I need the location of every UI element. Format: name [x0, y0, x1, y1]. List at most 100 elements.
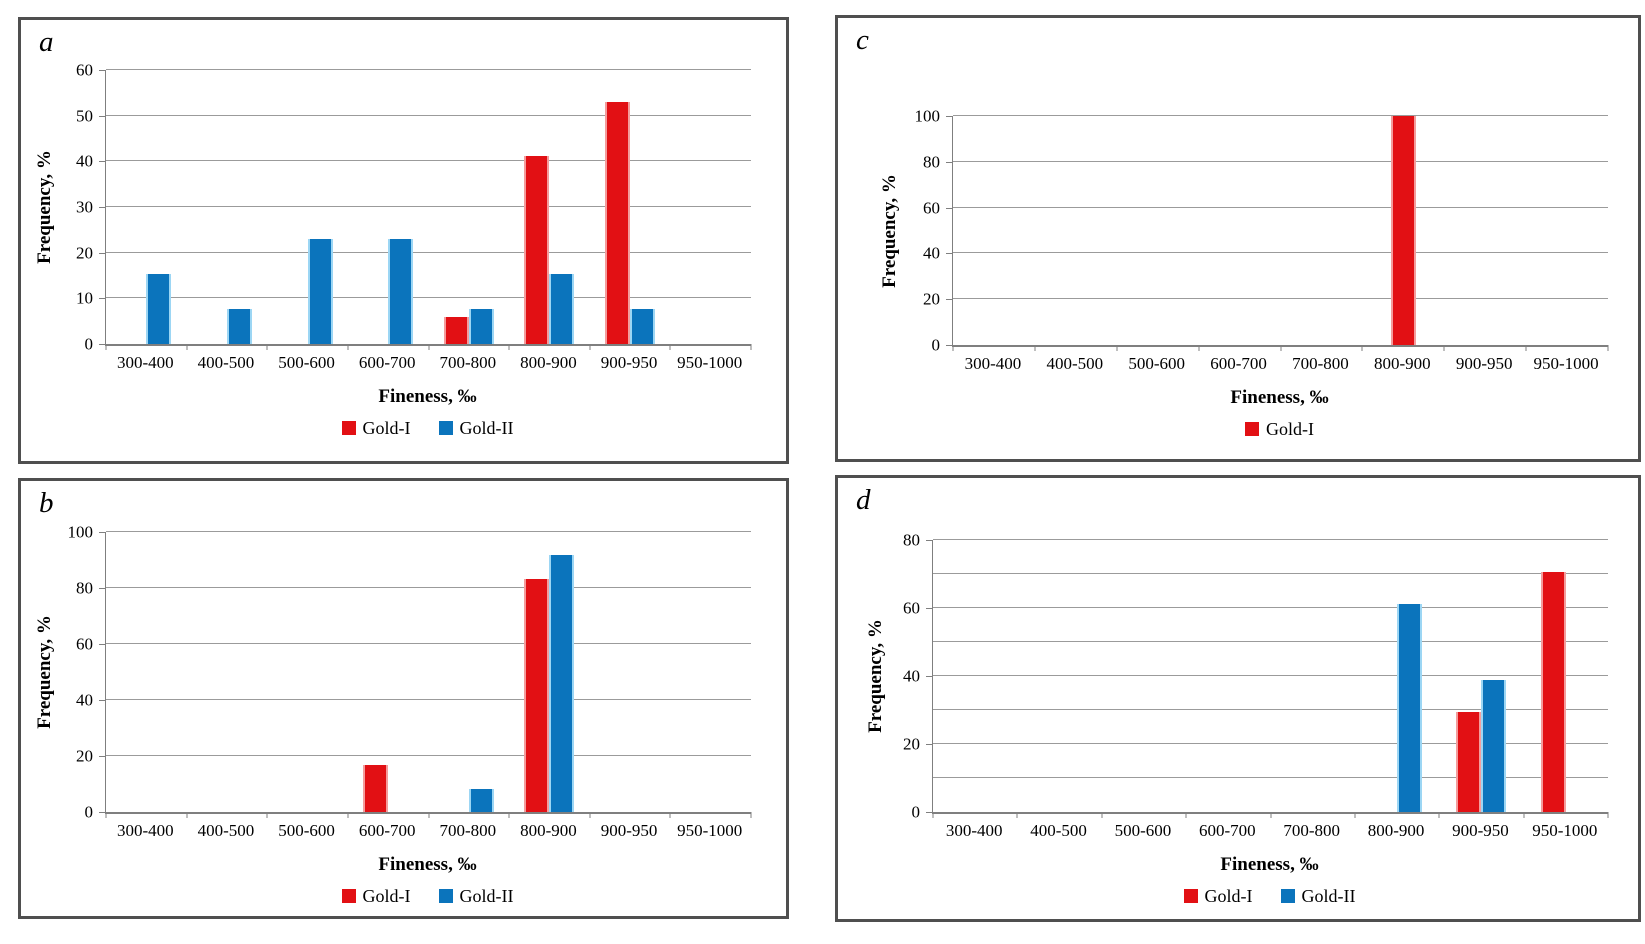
gridline	[106, 531, 751, 532]
x-tick-mark	[932, 812, 934, 818]
x-tick-mark	[428, 344, 429, 350]
gridline	[106, 69, 751, 70]
x-tick-label: 900-950	[600, 353, 658, 372]
category-group	[670, 532, 751, 812]
plot-area	[105, 531, 752, 818]
x-tick-mark	[105, 344, 107, 350]
y-tick-mark	[946, 345, 952, 346]
panel-letter: c	[856, 24, 869, 56]
x-tick-label: 800-900	[1373, 354, 1431, 373]
panel-letter: b	[39, 487, 54, 519]
gridline	[933, 607, 1608, 608]
x-tick-labels: 300-400 400-500 500-600 600-700 700-800 800-9…	[952, 354, 1607, 374]
y-tick-label: 60	[76, 634, 93, 654]
category-group	[670, 70, 751, 344]
panel-c: c Frequency, % 0 20 40 60 80 100 300-400 400-500 5…	[835, 15, 1641, 462]
bar-gold-i-800-900	[1390, 116, 1416, 345]
gridline	[933, 743, 1608, 744]
y-tick-label: 20	[76, 243, 93, 263]
y-tick-mark	[99, 298, 105, 300]
x-tick-mark	[1270, 812, 1271, 818]
x-tick-label: 400-500	[1030, 821, 1087, 840]
gridline	[953, 298, 1608, 300]
legend-swatch-gold-ii	[438, 889, 453, 903]
x-tick-mark	[1525, 345, 1527, 351]
legend-label: Gold-I	[362, 886, 411, 906]
gridline	[106, 206, 751, 207]
gridline	[106, 699, 751, 700]
legend-label: Gold-I	[1266, 419, 1314, 439]
x-tick-label: 950-1000	[1533, 354, 1599, 373]
legend-label: Gold-I	[362, 418, 411, 438]
x-tick-mark	[266, 344, 268, 350]
y-tick-label: 80	[903, 530, 920, 550]
category-group	[1017, 540, 1101, 812]
x-axis-title: Fineness, ‰	[378, 386, 477, 407]
category-group	[590, 532, 671, 812]
gridline	[106, 755, 751, 756]
gridline	[106, 160, 751, 162]
legend-label: Gold-I	[1204, 886, 1253, 906]
y-tick-label: 100	[67, 522, 94, 542]
y-tick-mark	[99, 70, 105, 71]
x-tick-labels: 300-400 400-500 500-600 600-700 700-800 800-9…	[932, 821, 1607, 841]
x-tick-label: 500-600	[278, 353, 335, 372]
y-tick-mark	[926, 608, 932, 609]
x-tick-label: 700-800	[1292, 354, 1349, 373]
gridline	[106, 297, 751, 299]
x-tick-mark	[1198, 345, 1200, 351]
category-group	[187, 70, 268, 344]
x-tick-mark	[428, 812, 429, 818]
y-tick-label: 100	[914, 106, 941, 126]
x-tick-mark	[1016, 812, 1018, 818]
bar-gold-i-800-900	[524, 155, 550, 344]
gridline	[106, 643, 751, 644]
legend-item: Gold-II	[1280, 886, 1355, 906]
gridline	[106, 251, 751, 253]
y-tick-label: 40	[923, 243, 940, 263]
y-tick-mark	[99, 115, 105, 117]
legend-swatch-gold-i	[1245, 422, 1259, 436]
x-tick-mark	[186, 344, 188, 350]
x-tick-mark	[347, 344, 349, 350]
bar-gold-i-900-950	[605, 102, 631, 344]
x-tick-mark	[1607, 345, 1609, 351]
x-tick-label: 600-700	[1210, 354, 1267, 373]
y-tick-label: 0	[84, 334, 94, 354]
y-tick-label: 10	[76, 288, 93, 308]
x-tick-labels: 300-400 400-500 500-600 600-700 700-800 800-9…	[105, 821, 750, 841]
legend-swatch-gold-ii	[438, 421, 453, 435]
x-tick-label: 900-950	[600, 821, 658, 840]
y-tick-mark	[99, 252, 105, 254]
legend-swatch-gold-ii	[1280, 889, 1295, 903]
x-tick-mark	[669, 812, 671, 818]
x-tick-mark	[750, 344, 752, 350]
x-tick-label: 900-950	[1452, 821, 1509, 840]
category-group	[267, 532, 348, 812]
category-group	[509, 532, 590, 812]
y-tick-mark	[99, 700, 105, 701]
bar-gold-i-700-800	[443, 317, 469, 344]
x-tick-mark	[266, 812, 268, 818]
x-tick-mark	[1034, 345, 1036, 351]
y-tick-mark	[926, 676, 932, 677]
y-tick-label: 80	[923, 152, 940, 172]
bar-gold-i-600-700	[363, 765, 389, 812]
x-tick-label: 950-1000	[677, 353, 743, 372]
legend-item: Gold-I	[341, 886, 411, 906]
x-tick-label: 800-900	[1367, 821, 1425, 840]
x-tick-mark	[1101, 812, 1103, 818]
category-group	[590, 70, 671, 344]
x-tick-mark	[1280, 345, 1281, 351]
y-tick-label: 20	[76, 746, 93, 766]
y-tick-mark	[99, 812, 105, 813]
category-group	[1444, 116, 1526, 345]
gridline	[933, 539, 1608, 540]
gridline	[933, 641, 1608, 642]
panel-d: d Frequency, % 0 20 40 60 80 300-400 400-500 500-…	[835, 475, 1641, 922]
x-tick-label: 300-400	[116, 353, 174, 372]
legend: Gold-I Gold-II	[932, 886, 1607, 907]
x-tick-mark	[1607, 812, 1609, 818]
category-group	[267, 70, 348, 344]
